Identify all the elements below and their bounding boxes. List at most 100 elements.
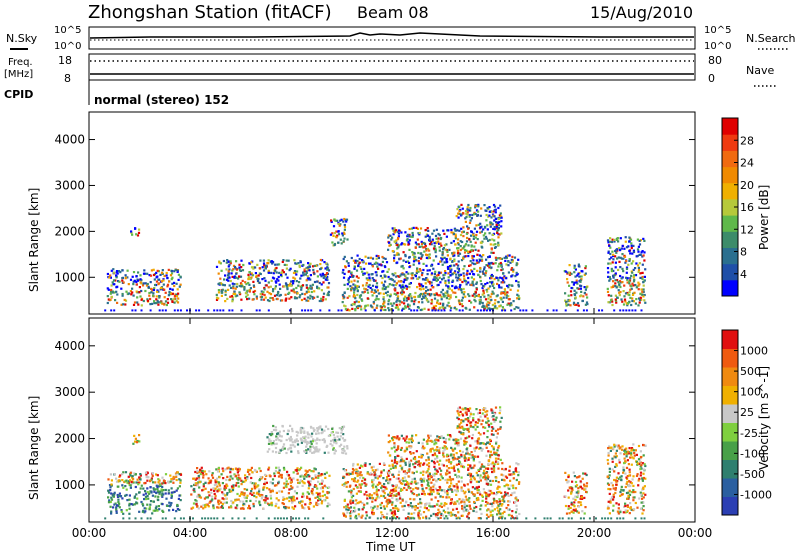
echo-cell [370, 494, 373, 497]
echo-cell [159, 483, 162, 486]
echo-cell [435, 480, 438, 483]
echo-cell [388, 498, 391, 501]
echo-cell [262, 507, 265, 510]
echo-cell [632, 300, 635, 303]
echo-cell [266, 436, 269, 439]
echo-cell [461, 305, 464, 308]
echo-cell [452, 251, 455, 254]
echo-cell [404, 479, 407, 482]
echo-cell [432, 305, 435, 308]
echo-cell [491, 505, 494, 508]
echo-cell [169, 480, 172, 483]
echo-cell [249, 468, 252, 472]
echo-cell [410, 227, 414, 230]
echo-cell [439, 436, 442, 439]
echo-cell [133, 279, 136, 282]
echo-cell [221, 503, 224, 506]
echo-cell [364, 484, 367, 487]
echo-cell [495, 501, 498, 504]
echo-cell [624, 300, 627, 303]
echo-cell [438, 467, 441, 470]
echo-cell [138, 440, 141, 443]
echo-cell [353, 303, 356, 306]
echo-cell [194, 499, 197, 502]
echo-cell [449, 477, 452, 481]
echo-cell [224, 494, 227, 497]
echo-cell [425, 471, 428, 474]
echo-cell [481, 240, 484, 243]
echo-cell [428, 235, 431, 238]
echo-cell [116, 485, 119, 488]
echo-cell [625, 271, 628, 274]
echo-cell [317, 432, 320, 435]
echo-cell [640, 288, 643, 291]
echo-cell [447, 281, 451, 284]
echo-cell [610, 294, 613, 297]
echo-cell [398, 460, 401, 463]
echo-cell [335, 442, 338, 445]
echo-cell [456, 486, 459, 489]
echo-cell [108, 276, 111, 279]
echo-cell [342, 451, 345, 455]
echo-cell [216, 470, 220, 473]
echo-cell [410, 441, 413, 444]
echo-cell [289, 282, 292, 285]
echo-cell [500, 473, 503, 476]
echo-cell [285, 480, 288, 483]
echo-cell [220, 473, 223, 476]
echo-cell [202, 476, 205, 479]
echo-cell [376, 289, 379, 292]
echo-cell [153, 278, 156, 281]
echo-cell [477, 517, 480, 520]
echo-cell [467, 251, 470, 255]
echo-cell [488, 264, 491, 267]
echo-cell [235, 467, 238, 470]
echo-cell [453, 258, 456, 261]
echo-cell [264, 279, 267, 282]
echo-cell [478, 301, 482, 304]
echo-cell [298, 281, 301, 284]
echo-cell [162, 481, 165, 484]
echo-cell [283, 468, 286, 471]
echo-cell [399, 497, 402, 500]
echo-cell [387, 469, 391, 472]
echo-cell [412, 498, 415, 501]
echo-cell [161, 503, 164, 506]
echo-cell [485, 497, 488, 500]
echo-cell [382, 462, 386, 465]
echo-cell [463, 506, 466, 509]
echo-cell [514, 501, 517, 504]
echo-cell [275, 497, 278, 500]
echo-cell [317, 450, 320, 453]
echo-cell [112, 506, 115, 509]
echo-cell [134, 437, 137, 440]
echo-cell [506, 303, 509, 306]
echo-cell [412, 226, 415, 229]
echo-cell [417, 301, 420, 304]
echo-cell [622, 257, 625, 260]
echo-cell [260, 295, 264, 299]
echo-cell [611, 303, 614, 307]
echo-cell [389, 478, 392, 481]
echo-cell [449, 435, 452, 438]
echo-cell [288, 269, 291, 272]
echo-cell [368, 276, 371, 279]
echo-cell [241, 279, 244, 282]
echo-cell [424, 278, 427, 281]
echo-cell [459, 233, 463, 237]
echo-cell [638, 299, 642, 302]
echo-cell [243, 480, 246, 483]
echo-cell [302, 271, 305, 274]
echo-cell [400, 301, 404, 304]
echo-cell [400, 467, 403, 470]
echo-cell [452, 438, 455, 441]
echo-cell [448, 460, 451, 464]
echo-cell [146, 298, 149, 301]
echo-cell [297, 451, 300, 455]
echo-cell [129, 479, 132, 482]
echo-cell [642, 254, 645, 257]
echo-cell [402, 251, 405, 254]
echo-cell [252, 491, 255, 495]
echo-cell [480, 241, 483, 245]
echo-cell [307, 506, 310, 509]
